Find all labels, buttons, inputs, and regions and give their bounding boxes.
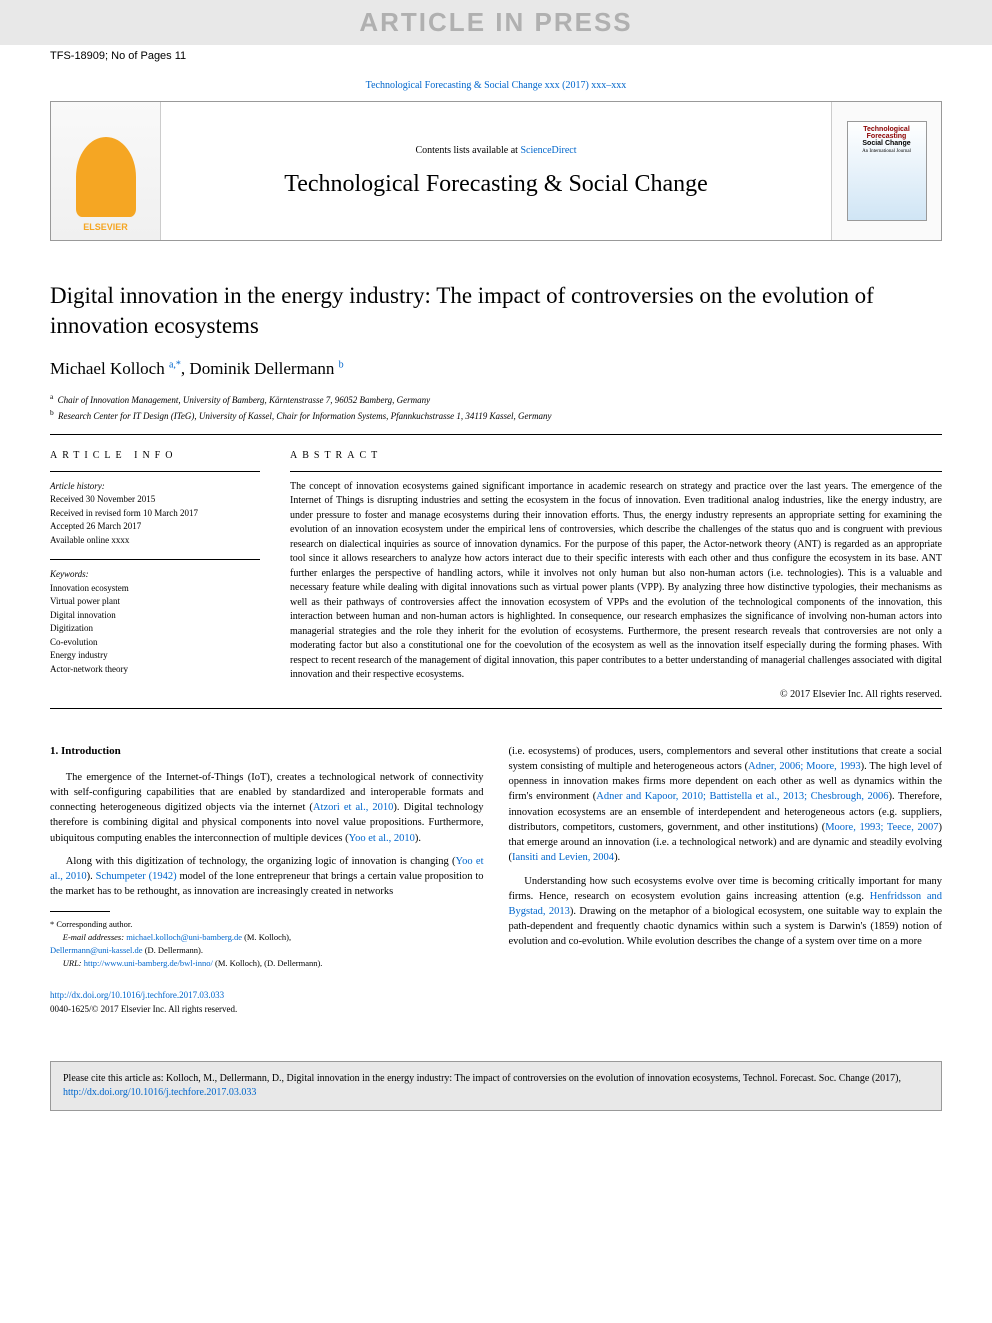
citation-link[interactable]: Yoo et al., 2010 bbox=[349, 833, 415, 844]
manuscript-id: TFS-18909; No of Pages 11 bbox=[50, 50, 186, 62]
citation-box: Please cite this article as: Kolloch, M.… bbox=[50, 1061, 942, 1111]
footnote-separator bbox=[50, 911, 110, 912]
citation-link[interactable]: Iansiti and Levien, 2004 bbox=[512, 852, 614, 863]
journal-cover: Technological Forecasting Social Change … bbox=[831, 102, 941, 240]
doi-link[interactable]: http://dx.doi.org/10.1016/j.techfore.201… bbox=[50, 990, 224, 1000]
divider bbox=[50, 471, 260, 472]
journal-reference-link[interactable]: Technological Forecasting & Social Chang… bbox=[366, 80, 627, 91]
publisher-name: ELSEVIER bbox=[83, 222, 128, 232]
paragraph: Understanding how such ecosystems evolve… bbox=[509, 874, 943, 950]
article-title: Digital innovation in the energy industr… bbox=[50, 281, 942, 341]
journal-header-center: Contents lists available at ScienceDirec… bbox=[161, 102, 831, 240]
issn-copyright: 0040-1625/© 2017 Elsevier Inc. All right… bbox=[50, 1003, 484, 1016]
keyword: Actor-network theory bbox=[50, 663, 260, 677]
doi-block: http://dx.doi.org/10.1016/j.techfore.201… bbox=[50, 989, 484, 1015]
citation-doi-link[interactable]: http://dx.doi.org/10.1016/j.techfore.201… bbox=[63, 1087, 256, 1098]
divider bbox=[50, 708, 942, 709]
citation-link[interactable]: Moore, 1993; Teece, 2007 bbox=[825, 822, 938, 833]
citation-link[interactable]: Atzori et al., 2010 bbox=[313, 802, 393, 813]
body-columns: 1. Introduction The emergence of the Int… bbox=[50, 744, 942, 1016]
contents-line: Contents lists available at ScienceDirec… bbox=[415, 145, 576, 156]
divider bbox=[50, 434, 942, 435]
cover-line2: Forecasting bbox=[867, 133, 907, 140]
email-link[interactable]: Dellermann@uni-kassel.de bbox=[50, 945, 143, 955]
watermark-text: ARTICLE IN PRESS bbox=[359, 7, 632, 38]
corresponding-author: * Corresponding author. bbox=[50, 918, 484, 931]
section-1-heading: 1. Introduction bbox=[50, 744, 484, 760]
paragraph: Along with this digitization of technolo… bbox=[50, 854, 484, 900]
divider bbox=[50, 559, 260, 560]
citation-link[interactable]: Adner and Kapoor, 2010; Battistella et a… bbox=[596, 791, 888, 802]
keyword: Digital innovation bbox=[50, 609, 260, 623]
footnotes: * Corresponding author. E-mail addresses… bbox=[50, 918, 484, 969]
info-abstract-row: article info Article history: Received 3… bbox=[50, 450, 942, 700]
divider bbox=[290, 471, 942, 472]
abstract-copyright: © 2017 Elsevier Inc. All rights reserved… bbox=[290, 689, 942, 700]
sciencedirect-link[interactable]: ScienceDirect bbox=[520, 145, 576, 156]
authors: Michael Kolloch a,*, Dominik Dellermann … bbox=[50, 359, 942, 379]
watermark-bar: ARTICLE IN PRESS bbox=[0, 0, 992, 45]
citation-link[interactable]: Adner, 2006; Moore, 1993 bbox=[748, 761, 860, 772]
keywords-label: Keywords: bbox=[50, 568, 260, 582]
author-1: Michael Kolloch bbox=[50, 359, 165, 378]
cover-thumbnail: Technological Forecasting Social Change … bbox=[847, 121, 927, 221]
abstract-text: The concept of innovation ecosystems gai… bbox=[290, 480, 942, 683]
email-label: E-mail addresses: bbox=[63, 932, 126, 942]
affiliation-a: Chair of Innovation Management, Universi… bbox=[58, 395, 431, 405]
paragraph: The emergence of the Internet-of-Things … bbox=[50, 770, 484, 846]
paragraph: (i.e. ecosystems) of produces, users, co… bbox=[509, 744, 943, 866]
keyword: Digitization bbox=[50, 622, 260, 636]
cover-subtitle: An International Journal bbox=[862, 149, 911, 154]
keyword: Virtual power plant bbox=[50, 595, 260, 609]
body-column-left: 1. Introduction The emergence of the Int… bbox=[50, 744, 484, 1016]
article-info-column: article info Article history: Received 3… bbox=[50, 450, 260, 700]
keywords-block: Keywords: Innovation ecosystem Virtual p… bbox=[50, 568, 260, 676]
url-label: URL: bbox=[63, 958, 84, 968]
citation-text: Please cite this article as: Kolloch, M.… bbox=[63, 1073, 901, 1084]
keyword: Co-evolution bbox=[50, 636, 260, 650]
journal-reference: Technological Forecasting & Social Chang… bbox=[0, 80, 992, 91]
affiliation-b: Research Center for IT Design (ITeG), Un… bbox=[58, 411, 551, 421]
affiliations: a Chair of Innovation Management, Univer… bbox=[50, 391, 942, 424]
received-date: Received 30 November 2015 bbox=[50, 493, 260, 507]
url-link[interactable]: http://www.uni-bamberg.de/bwl-inno/ bbox=[84, 958, 213, 968]
abstract-column: abstract The concept of innovation ecosy… bbox=[290, 450, 942, 700]
article-history: Article history: Received 30 November 20… bbox=[50, 480, 260, 548]
keyword: Energy industry bbox=[50, 649, 260, 663]
journal-header-box: ELSEVIER Contents lists available at Sci… bbox=[50, 101, 942, 241]
author-1-affil: a,* bbox=[169, 359, 181, 370]
article-content: Digital innovation in the energy industr… bbox=[0, 251, 992, 1046]
keyword: Innovation ecosystem bbox=[50, 582, 260, 596]
email-link[interactable]: michael.kolloch@uni-bamberg.de bbox=[126, 932, 242, 942]
contents-prefix: Contents lists available at bbox=[415, 145, 520, 156]
journal-name: Technological Forecasting & Social Chang… bbox=[284, 171, 708, 198]
cover-line1: Technological bbox=[863, 126, 910, 133]
elsevier-tree-icon bbox=[76, 137, 136, 217]
revised-date: Received in revised form 10 March 2017 bbox=[50, 507, 260, 521]
citation-link[interactable]: Schumpeter (1942) bbox=[96, 871, 177, 882]
publisher-logo: ELSEVIER bbox=[51, 102, 161, 240]
cover-line3: Social Change bbox=[862, 140, 910, 147]
article-info-heading: article info bbox=[50, 450, 260, 461]
available-date: Available online xxxx bbox=[50, 534, 260, 548]
history-label: Article history: bbox=[50, 480, 260, 494]
author-2: Dominik Dellermann bbox=[189, 359, 334, 378]
author-2-affil: b bbox=[339, 359, 344, 370]
abstract-heading: abstract bbox=[290, 450, 942, 461]
body-column-right: (i.e. ecosystems) of produces, users, co… bbox=[509, 744, 943, 1016]
accepted-date: Accepted 26 March 2017 bbox=[50, 520, 260, 534]
